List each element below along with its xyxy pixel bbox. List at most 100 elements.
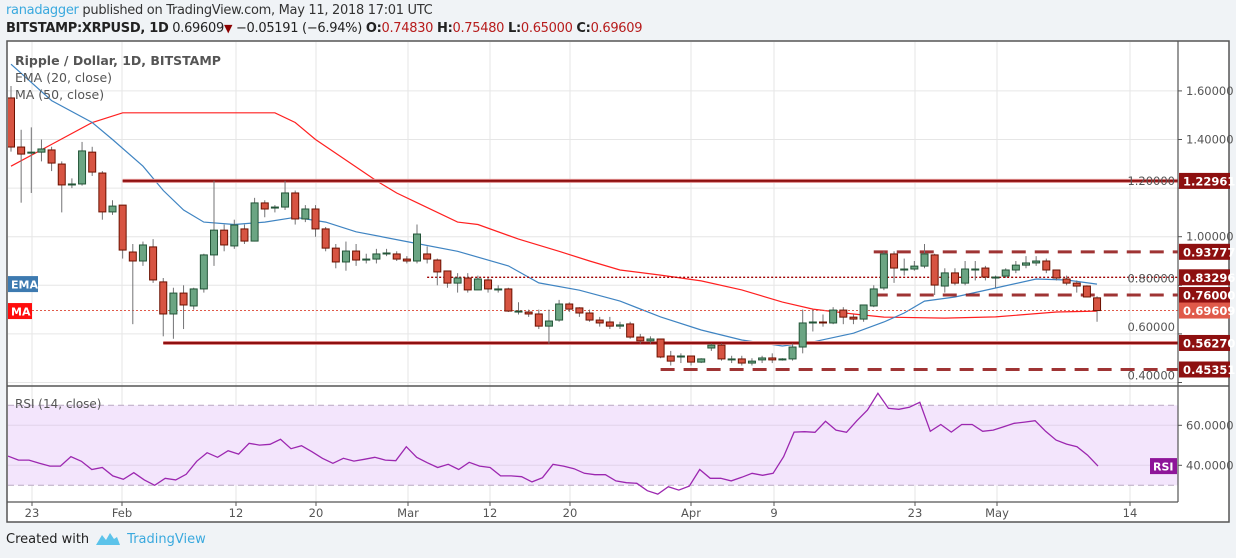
candle[interactable] (747, 358, 756, 366)
candle[interactable] (37, 139, 46, 162)
candle[interactable] (869, 285, 878, 308)
candle[interactable] (910, 261, 919, 271)
candle[interactable] (595, 316, 604, 327)
candle[interactable] (443, 270, 452, 288)
candle[interactable] (737, 355, 746, 366)
candle[interactable] (920, 243, 929, 269)
candle[interactable] (829, 307, 838, 325)
candle[interactable] (504, 287, 513, 313)
candle[interactable] (17, 129, 26, 203)
candle[interactable] (1052, 269, 1061, 281)
candle[interactable] (879, 251, 888, 291)
candle[interactable] (565, 302, 574, 313)
candle[interactable] (78, 141, 87, 186)
candle[interactable] (57, 161, 66, 213)
candle[interactable] (392, 251, 401, 261)
candle[interactable] (808, 309, 817, 332)
candle[interactable] (616, 321, 624, 330)
ema-legend[interactable]: EMA (20, close) (15, 70, 113, 85)
candle[interactable] (676, 353, 685, 364)
candle[interactable] (189, 287, 198, 310)
candle[interactable] (8, 86, 15, 152)
candle[interactable] (534, 309, 543, 330)
candle[interactable] (138, 241, 147, 266)
candle[interactable] (118, 204, 127, 259)
candle[interactable] (646, 336, 655, 344)
candle[interactable] (961, 261, 970, 286)
candle[interactable] (382, 248, 391, 257)
candle[interactable] (626, 321, 635, 339)
candle[interactable] (230, 219, 239, 249)
candle[interactable] (88, 146, 97, 176)
candle[interactable] (788, 343, 797, 361)
candle[interactable] (27, 127, 36, 193)
candle[interactable] (108, 200, 117, 215)
candle[interactable] (1093, 296, 1102, 322)
candle[interactable] (1062, 275, 1071, 286)
candle[interactable] (47, 146, 56, 172)
candle[interactable] (717, 343, 726, 361)
candle[interactable] (900, 258, 909, 276)
candle[interactable] (453, 273, 462, 293)
candle[interactable] (524, 309, 533, 317)
candle[interactable] (270, 205, 279, 213)
candle[interactable] (555, 299, 564, 322)
candle[interactable] (199, 253, 208, 293)
candle[interactable] (98, 171, 107, 220)
candle[interactable] (433, 258, 442, 286)
candle[interactable] (372, 248, 381, 264)
candle[interactable] (402, 256, 411, 264)
candle[interactable] (1001, 268, 1010, 279)
candle[interactable] (1011, 261, 1020, 274)
candle[interactable] (169, 287, 178, 339)
candle[interactable] (544, 309, 553, 344)
candle[interactable] (494, 285, 503, 293)
candle[interactable] (67, 178, 76, 189)
candle[interactable] (930, 253, 939, 296)
candle[interactable] (311, 205, 320, 237)
author-link[interactable]: ranadagger (6, 3, 79, 18)
candle[interactable] (423, 246, 432, 264)
candle[interactable] (514, 302, 523, 315)
candle[interactable] (1082, 285, 1091, 298)
candle[interactable] (819, 314, 827, 327)
candle[interactable] (362, 253, 371, 264)
candle[interactable] (727, 355, 736, 364)
candle[interactable] (1032, 256, 1041, 266)
candle[interactable] (656, 338, 665, 359)
candle[interactable] (991, 275, 1000, 288)
candle[interactable] (636, 333, 645, 344)
candle[interactable] (463, 273, 472, 293)
candle[interactable] (240, 224, 249, 244)
candle[interactable] (159, 278, 168, 337)
candle[interactable] (778, 358, 787, 361)
candle[interactable] (605, 316, 614, 330)
candle[interactable] (890, 251, 899, 283)
candle[interactable] (220, 224, 229, 252)
tradingview-link[interactable]: TradingView (127, 531, 206, 547)
candle[interactable] (413, 224, 421, 264)
candle[interactable] (149, 239, 158, 283)
candle[interactable] (291, 190, 300, 225)
candle[interactable] (971, 261, 980, 281)
candle[interactable] (687, 355, 696, 366)
candle[interactable] (128, 243, 137, 325)
candle[interactable] (575, 307, 584, 317)
rsi-legend[interactable]: RSI (14, close) (15, 397, 101, 411)
candle[interactable] (798, 309, 807, 354)
candle[interactable] (950, 268, 959, 286)
candle[interactable] (666, 350, 675, 366)
candle[interactable] (849, 314, 858, 325)
ma-legend[interactable]: MA (50, close) (15, 87, 105, 102)
candle[interactable] (260, 200, 269, 218)
candle[interactable] (1022, 256, 1030, 269)
candle[interactable] (179, 285, 188, 330)
candle[interactable] (331, 243, 340, 269)
candle[interactable] (341, 241, 350, 271)
candle[interactable] (321, 226, 330, 252)
candle[interactable] (473, 275, 482, 291)
candle[interactable] (981, 265, 990, 281)
candle[interactable] (1072, 280, 1081, 293)
candle[interactable] (301, 205, 310, 223)
